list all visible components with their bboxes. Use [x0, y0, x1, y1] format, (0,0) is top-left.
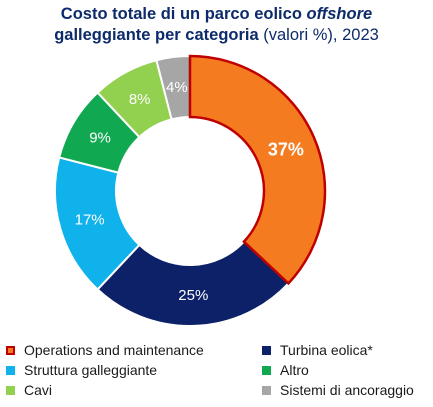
slice-label-0: 37% [268, 139, 304, 159]
legend-swatch-0 [6, 345, 15, 355]
legend-item-1: Turbina eolica* [262, 342, 373, 358]
legend-label-5: Sistemi di ancoraggio [280, 382, 414, 398]
legend-label-4: Cavi [24, 382, 53, 398]
legend-item-4: Cavi [6, 382, 52, 398]
legend-label-2: Struttura galleggiante [24, 362, 158, 378]
legend-item-3: Altro [262, 362, 309, 378]
donut-chart: 37% 25% 17% 9% 8% 4% [54, 54, 327, 327]
title-line-1: Costo totale di un parco eolico offshore [0, 4, 433, 25]
title-text-2: galleggiante per categoria [54, 26, 259, 44]
slice-label-5: 4% [166, 79, 188, 96]
slice-label-4: 8% [129, 91, 151, 108]
donut-slice-1 [96, 240, 290, 327]
title-text-offshore: offshore [306, 5, 373, 23]
legend-label-3: Altro [280, 362, 309, 378]
legend-item-0: Operations and maintenance [6, 342, 204, 358]
legend-swatch-3 [262, 365, 271, 375]
legend-swatch-5 [262, 385, 271, 395]
legend-swatch-1 [262, 345, 271, 355]
legend-label-1: Turbina eolica* [280, 342, 373, 358]
slice-label-1: 25% [178, 287, 208, 304]
slice-label-3: 9% [89, 129, 111, 146]
title-text-units: (valori %), 2023 [258, 26, 379, 44]
legend: Operations and maintenance Turbina eolica… [0, 340, 433, 407]
slice-label-2: 17% [75, 212, 105, 229]
legend-label-0: Operations and maintenance [24, 342, 204, 358]
title-text-1: Costo totale di un parco eolico [60, 5, 307, 23]
legend-swatch-2 [6, 365, 15, 375]
legend-swatch-4 [6, 385, 15, 395]
title-line-2: galleggiante per categoria (valori %), 2… [0, 25, 433, 46]
legend-item-5: Sistemi di ancoraggio [262, 382, 414, 398]
donut-slice-0 [188, 54, 327, 286]
chart-title: Costo totale di un parco eolico offshore… [0, 4, 433, 46]
legend-item-2: Struttura galleggiante [6, 362, 157, 378]
